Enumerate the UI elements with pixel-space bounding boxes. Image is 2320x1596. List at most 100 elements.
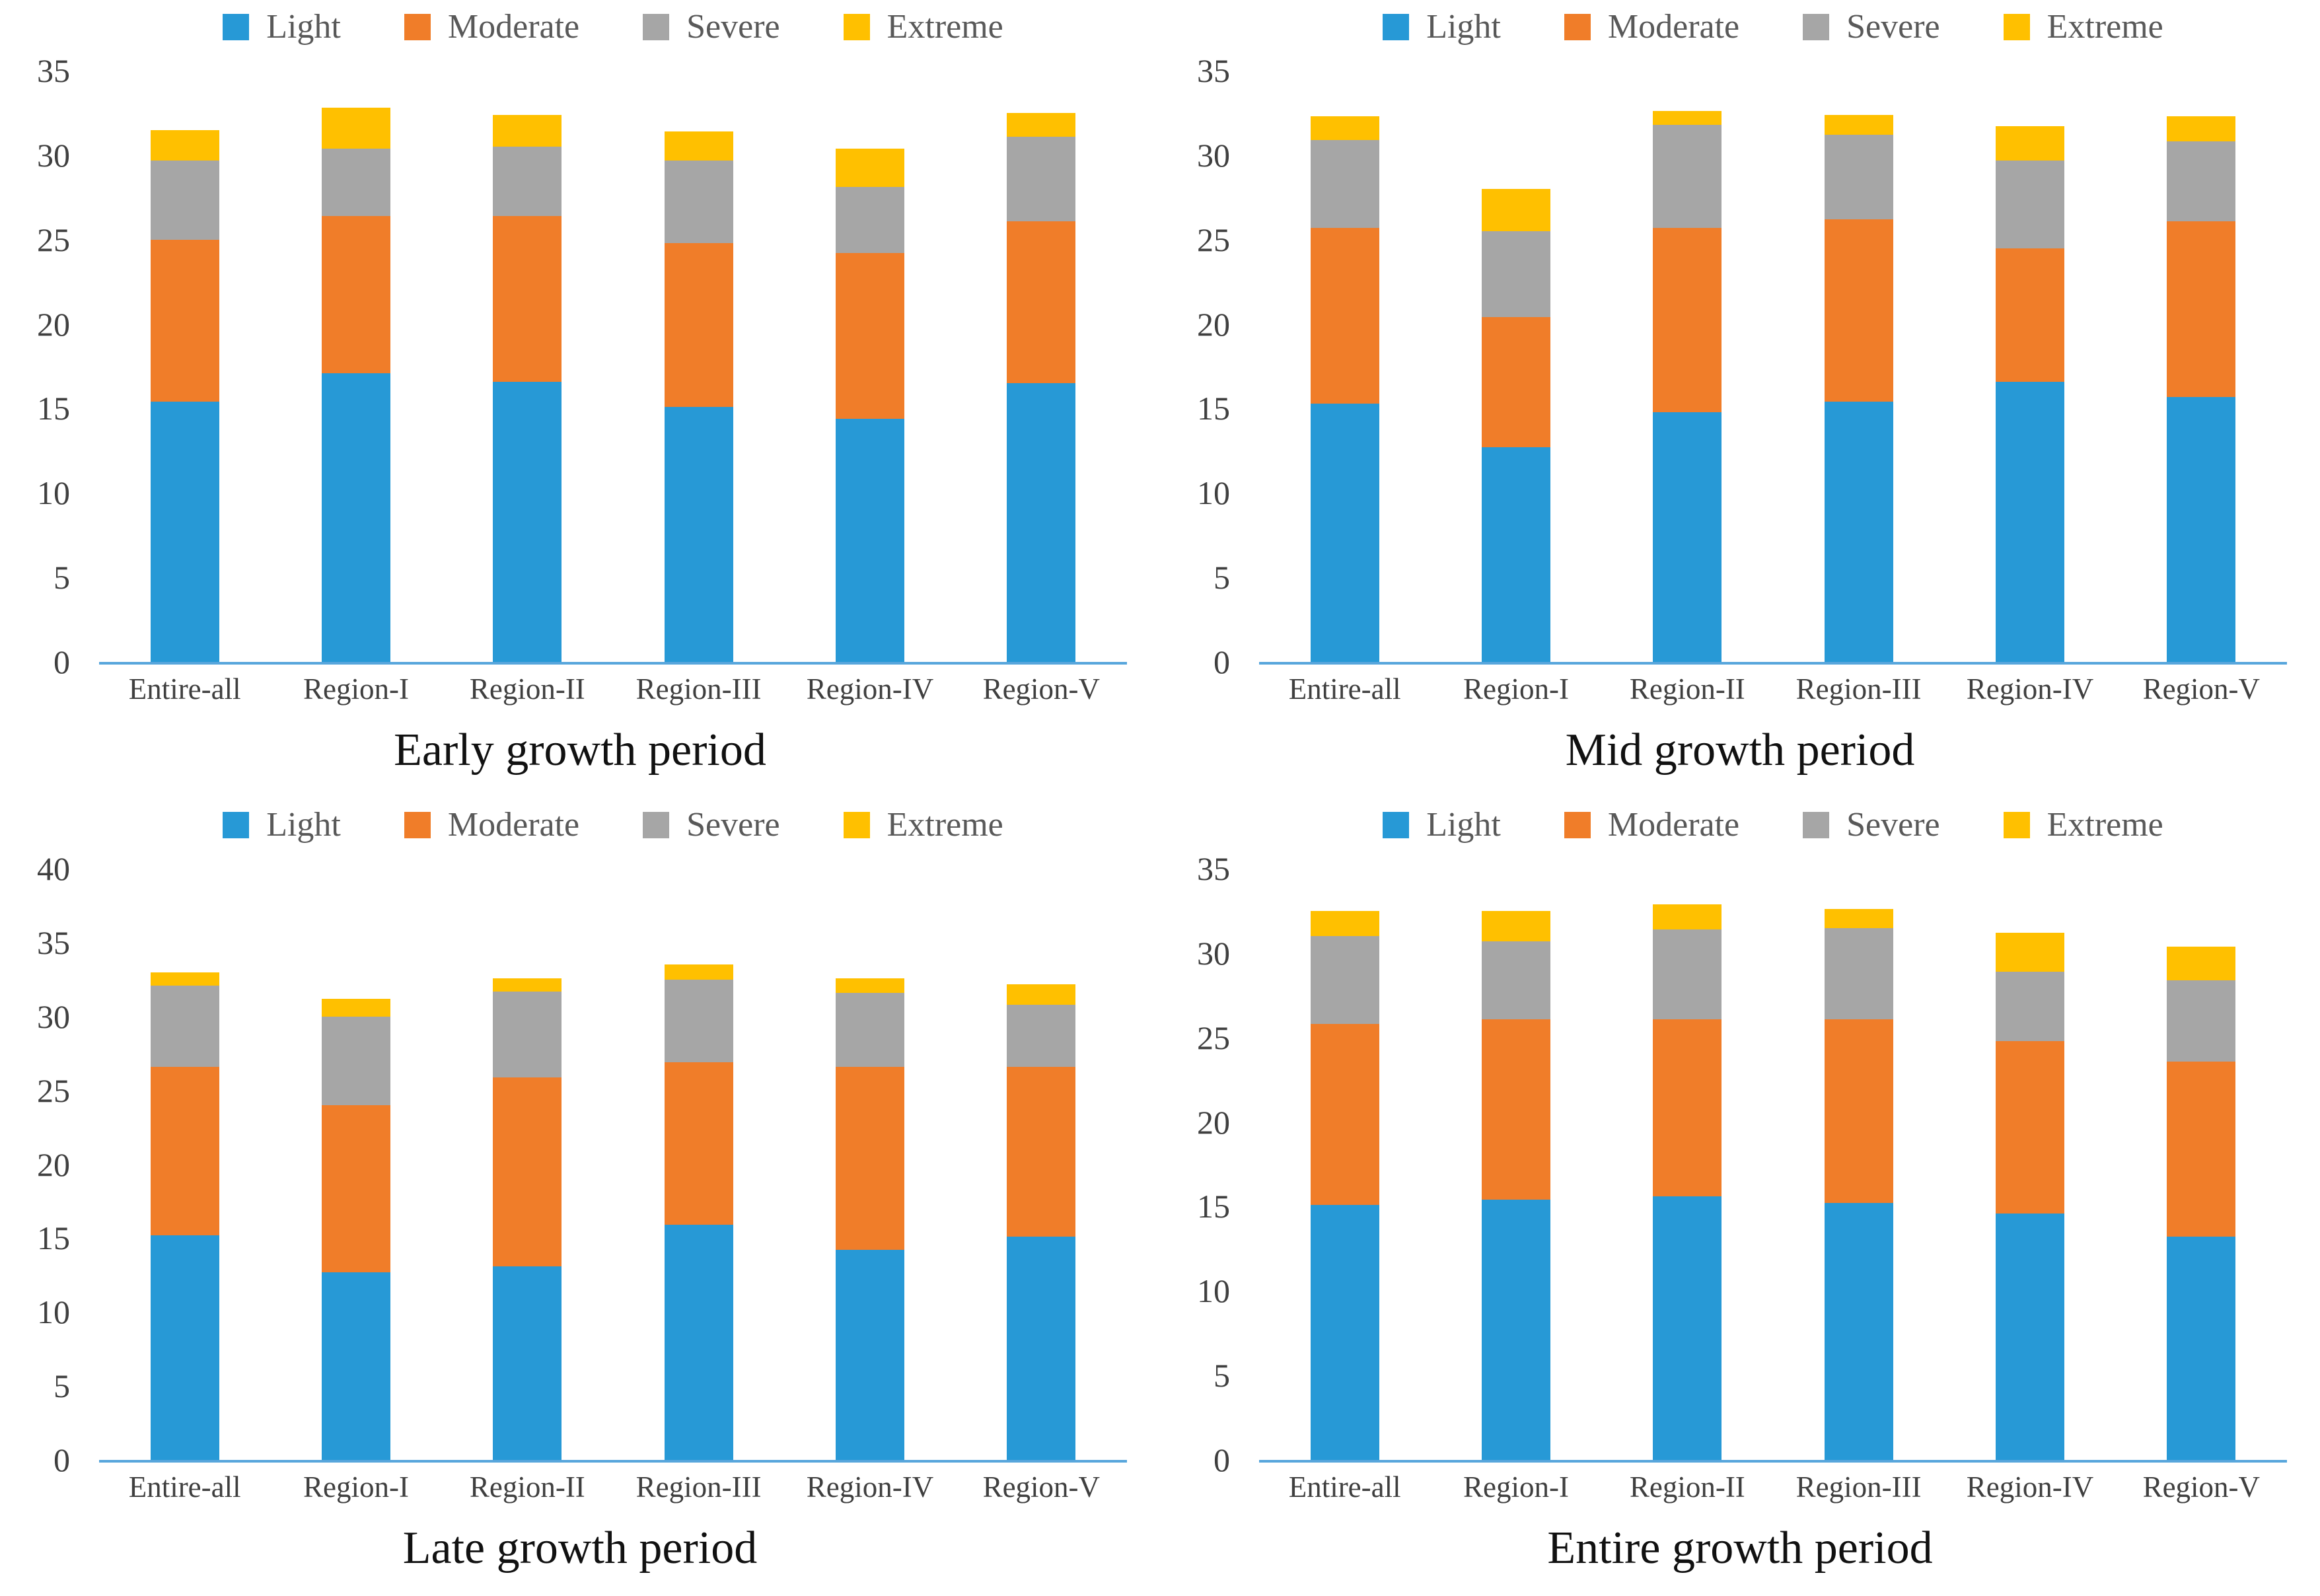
bar-segment-light (1995, 1213, 2064, 1460)
legend-label: Extreme (2047, 8, 2163, 46)
bar-slot-region-ii (1602, 71, 1773, 662)
category-label: Entire-all (128, 672, 241, 706)
bar-segment-light (1653, 412, 1722, 662)
y-tick-label: 0 (1214, 1441, 1230, 1478)
bar-segment-severe (2167, 980, 2236, 1062)
light-swatch-icon (1383, 812, 1410, 838)
stacked-bar-region-ii (1653, 111, 1722, 662)
bar-segment-light (1824, 402, 1893, 662)
bar-slot-entire-all (1259, 71, 1430, 662)
extreme-swatch-icon (2003, 14, 2030, 40)
category-label: Region-IV (1966, 1470, 2094, 1504)
y-tick-label: 35 (1197, 850, 1230, 887)
legend-label: Extreme (887, 806, 1003, 844)
legend-item-extreme: Extreme (2003, 808, 2163, 842)
plot-area (1259, 869, 2287, 1463)
legend-item-light: Light (223, 808, 341, 842)
category-label: Region-III (635, 672, 762, 706)
category-label: Entire-all (1288, 1470, 1401, 1504)
bar-segment-moderate (321, 1105, 390, 1272)
bar-segment-moderate (664, 1062, 733, 1225)
plot-area (99, 869, 1127, 1463)
bar-segment-moderate (835, 1066, 904, 1251)
legend-label: Moderate (1607, 8, 1740, 46)
bar-segment-severe (664, 160, 733, 243)
y-tick-label: 20 (1197, 1103, 1230, 1141)
bar-segment-severe (1481, 941, 1550, 1019)
legend-item-light: Light (1383, 808, 1501, 842)
legend-item-severe: Severe (1803, 808, 1940, 842)
bar-segment-light (1995, 381, 2064, 662)
bar-segment-moderate (1007, 1066, 1076, 1237)
bar-segment-severe (1481, 231, 1550, 318)
bar-segment-moderate (1310, 1024, 1379, 1205)
plot-area (99, 71, 1127, 665)
bar-segment-extreme (1653, 111, 1722, 125)
y-tick-label: 15 (37, 1219, 70, 1257)
bar-segment-light (2167, 396, 2236, 662)
bar-segment-light (1007, 1237, 1076, 1460)
panel-entire-growth: Light Moderate Severe Extreme 0 5 10 15 20 25 30 3… (1160, 798, 2320, 1596)
bar-slot-region-iv (784, 869, 955, 1460)
stacked-bar-region-i (321, 108, 390, 662)
stacked-bar-region-i (1481, 189, 1550, 662)
bar-segment-moderate (1310, 227, 1379, 404)
bar-segment-extreme (1824, 114, 1893, 135)
bar-segment-moderate (1653, 227, 1722, 412)
bar-slot-region-i (270, 71, 441, 662)
category-label: Region-I (1463, 672, 1569, 706)
category-label: Region-II (469, 1470, 585, 1504)
bar-segment-moderate (835, 253, 904, 419)
bar-segment-moderate (2167, 221, 2236, 397)
category-label: Region-III (1795, 672, 1922, 706)
y-tick-label: 10 (37, 474, 70, 512)
y-tick-label: 35 (1197, 52, 1230, 89)
y-tick-label: 0 (1214, 643, 1230, 680)
legend-label: Moderate (447, 8, 580, 46)
bar-segment-extreme (1995, 933, 2064, 972)
bar-segment-severe (1310, 139, 1379, 228)
bar-segment-light (835, 1250, 904, 1460)
legend-label: Moderate (447, 806, 580, 844)
bar-segment-severe (150, 160, 219, 240)
bar-segment-severe (1824, 135, 1893, 220)
bar-slot-region-iv (1944, 869, 2115, 1460)
stacked-bar-entire-all (150, 129, 219, 662)
stacked-bar-region-iii (1824, 909, 1893, 1460)
bar-slot-entire-all (99, 71, 270, 662)
bar-slot-region-iii (613, 869, 784, 1460)
y-tick-label: 10 (37, 1293, 70, 1331)
bar-segment-light (1481, 1200, 1550, 1460)
y-tick-label: 5 (1214, 559, 1230, 597)
legend-label: Severe (686, 806, 780, 844)
bar-segment-severe (835, 992, 904, 1067)
y-axis: 0 5 10 15 20 25 30 35 (0, 52, 99, 680)
y-tick-label: 10 (1197, 474, 1230, 512)
y-tick-label: 10 (1197, 1272, 1230, 1310)
bar-segment-light (150, 402, 219, 662)
y-tick-label: 30 (37, 998, 70, 1035)
legend-item-severe: Severe (643, 10, 780, 44)
legend-item-light: Light (1383, 10, 1501, 44)
bar-segment-light (2167, 1237, 2236, 1460)
bar-segment-light (493, 1266, 562, 1460)
bar-segment-severe (150, 985, 219, 1067)
bar-segment-extreme (1653, 904, 1722, 930)
bar-segment-extreme (1007, 984, 1076, 1005)
bar-segment-severe (1995, 972, 2064, 1041)
panel-late-growth: Light Moderate Severe Extreme 0 5 10 15 20 25 30 3… (0, 798, 1160, 1596)
bar-segment-severe (1310, 936, 1379, 1025)
bar-slot-region-iv (784, 71, 955, 662)
category-label: Region-II (1629, 672, 1745, 706)
legend-label: Light (266, 806, 341, 844)
category-label: Region-IV (806, 672, 934, 706)
y-tick-label: 40 (37, 850, 70, 887)
legend-item-moderate: Moderate (404, 808, 579, 842)
bar-segment-extreme (321, 108, 390, 149)
bar-segment-light (150, 1235, 219, 1460)
chart-area: 0 5 10 15 20 25 30 35 40 (0, 850, 1160, 1478)
bar-segment-severe (1007, 1004, 1076, 1067)
stacked-bar-region-iii (664, 131, 733, 662)
legend-label: Severe (1846, 8, 1940, 46)
y-axis: 0 5 10 15 20 25 30 35 (1160, 850, 1259, 1478)
